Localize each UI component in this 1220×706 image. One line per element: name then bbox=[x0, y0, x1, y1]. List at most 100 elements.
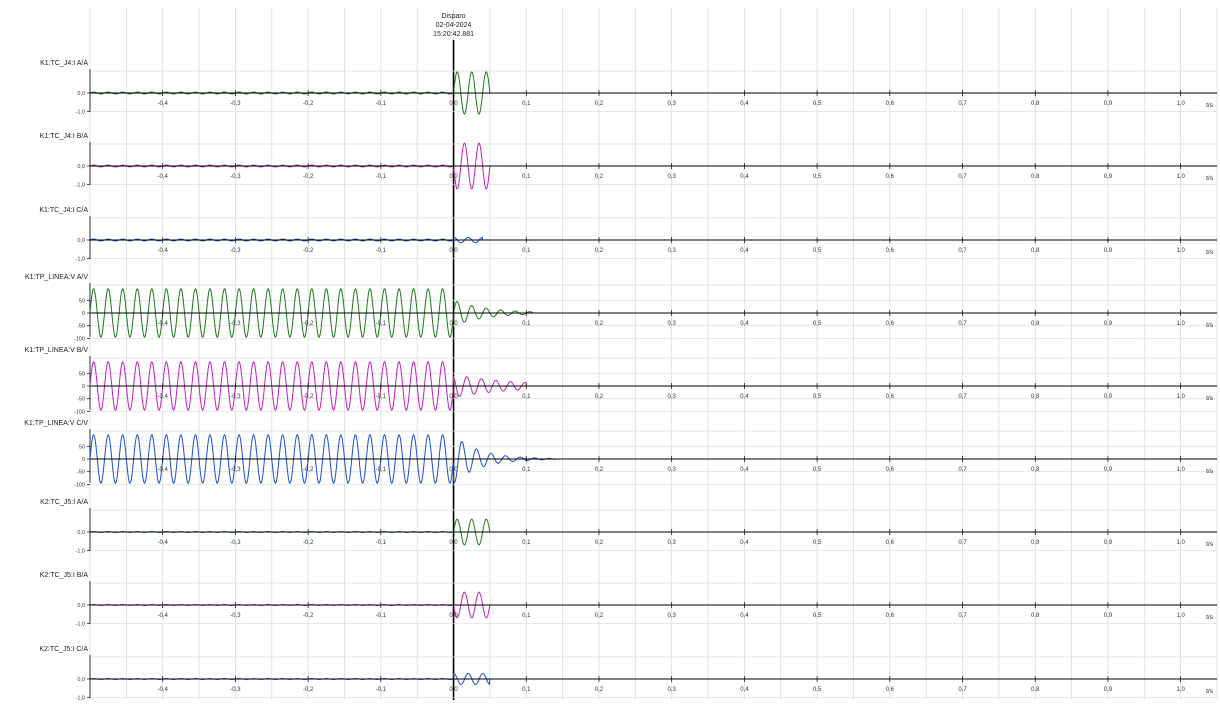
y-tick-label: -1,0 bbox=[76, 182, 85, 188]
channel-label: K2:TC_J5:I B/A bbox=[40, 572, 89, 579]
x-tick-label: -0,2 bbox=[303, 467, 314, 473]
x-tick-label: 0,5 bbox=[813, 321, 822, 327]
x-tick-label: 0,8 bbox=[1031, 613, 1040, 619]
x-tick-label: -0,3 bbox=[230, 101, 241, 107]
x-tick-label: 0,5 bbox=[813, 540, 822, 546]
x-tick-label: 0,9 bbox=[1104, 101, 1113, 107]
x-tick-label: 0,4 bbox=[740, 101, 749, 107]
x-tick-label: -0,1 bbox=[376, 321, 387, 327]
x-tick-label: 0,0 bbox=[449, 613, 458, 619]
x-tick-label: 0,9 bbox=[1104, 613, 1113, 619]
trigger-label: Disparo bbox=[441, 13, 465, 20]
x-tick-label: 0,1 bbox=[522, 467, 531, 473]
channel: K1:TP_LINEA:V B/V 50 0 -50 -100 -0,4 -0,3 -0,2 -… bbox=[25, 347, 1217, 415]
x-tick-label: 1,0 bbox=[1176, 174, 1185, 180]
x-tick-label: -0,2 bbox=[303, 174, 314, 180]
x-tick-label: -0,2 bbox=[303, 248, 314, 254]
x-tick-label: 0,7 bbox=[958, 248, 967, 254]
x-tick-label: 0,1 bbox=[522, 174, 531, 180]
x-tick-label: -0,2 bbox=[303, 101, 314, 107]
y-tick-label: 0,0 bbox=[77, 603, 85, 609]
x-tick-label: 0,4 bbox=[740, 467, 749, 473]
y-tick-label: 50 bbox=[79, 444, 85, 450]
x-tick-label: 0,5 bbox=[813, 101, 822, 107]
trigger-time: 15:20:42.881 bbox=[433, 31, 474, 38]
channel-label: K1:TC_J4:I C/A bbox=[39, 207, 88, 214]
x-tick-label: 0,6 bbox=[886, 540, 895, 546]
x-tick-label: 0,3 bbox=[668, 321, 677, 327]
y-tick-label: -1,0 bbox=[76, 109, 85, 115]
y-tick-label: -1,0 bbox=[76, 256, 85, 262]
x-tick-label: 0,5 bbox=[813, 174, 822, 180]
x-tick-label: 0,4 bbox=[740, 321, 749, 327]
x-tick-label: 0,9 bbox=[1104, 467, 1113, 473]
x-tick-label: -0,2 bbox=[303, 613, 314, 619]
x-tick-label: 0,3 bbox=[668, 467, 677, 473]
x-tick-label: -0,2 bbox=[303, 540, 314, 546]
y-tick-label: 0 bbox=[82, 457, 85, 463]
x-tick-label: 0,2 bbox=[595, 174, 604, 180]
y-tick-label: -50 bbox=[77, 397, 85, 403]
y-tick-label: 0,0 bbox=[77, 238, 85, 244]
channel: K1:TC_J4:I C/A 0,0 -1,0 -0,4 -0,3 -0,2 -0,1 0,0… bbox=[39, 207, 1217, 262]
x-tick-label: 0,3 bbox=[668, 248, 677, 254]
channel: K1:TP_LINEA:V A/V 50 0 -50 -100 -0,4 -0,3 -0,2 -… bbox=[25, 274, 1217, 342]
x-tick-label: -0,1 bbox=[376, 687, 387, 693]
x-tick-label: 0,2 bbox=[595, 248, 604, 254]
x-tick-label: 0,3 bbox=[668, 540, 677, 546]
y-tick-label: 0,0 bbox=[77, 164, 85, 170]
x-tick-label: -0,1 bbox=[376, 467, 387, 473]
x-tick-label: 0,0 bbox=[449, 101, 458, 107]
x-tick-label: 0,3 bbox=[668, 394, 677, 400]
x-tick-label: -0,3 bbox=[230, 687, 241, 693]
x-axis-label: t/s bbox=[1206, 541, 1214, 548]
x-tick-label: -0,3 bbox=[230, 540, 241, 546]
x-tick-label: 0,7 bbox=[958, 101, 967, 107]
x-tick-label: 0,7 bbox=[958, 394, 967, 400]
x-tick-label: -0,3 bbox=[230, 613, 241, 619]
x-tick-label: -0,1 bbox=[376, 101, 387, 107]
x-tick-label: 1,0 bbox=[1176, 321, 1185, 327]
x-tick-label: 0,7 bbox=[958, 174, 967, 180]
y-tick-label: 0 bbox=[82, 311, 85, 317]
channel: K2:TC_J5:I A/A 0,0 -1,0 -0,4 -0,3 -0,2 -0,1 0,0… bbox=[40, 499, 1217, 554]
x-tick-label: 0,4 bbox=[740, 174, 749, 180]
x-axis-label: t/s bbox=[1206, 468, 1214, 475]
channel: K2:TC_J5:I B/A 0,0 -1,0 -0,4 -0,3 -0,2 -0,1 0,0… bbox=[40, 572, 1217, 627]
channel-label: K2:TC_J5:I A/A bbox=[40, 499, 88, 506]
x-tick-label: -0,4 bbox=[158, 174, 169, 180]
x-tick-label: 0,8 bbox=[1031, 248, 1040, 254]
x-tick-label: 0,8 bbox=[1031, 394, 1040, 400]
x-tick-label: 0,2 bbox=[595, 394, 604, 400]
x-tick-label: 0,9 bbox=[1104, 321, 1113, 327]
x-tick-label: 0,1 bbox=[522, 248, 531, 254]
channels: K1:TC_J4:I A/A 0,0 -1,0 -0,4 -0,3 -0,2 -0,1 0,0… bbox=[24, 60, 1217, 701]
y-tick-label: -1,0 bbox=[76, 621, 85, 627]
x-tick-label: 0,7 bbox=[958, 613, 967, 619]
x-tick-label: 0,0 bbox=[449, 174, 458, 180]
y-tick-label: -1,0 bbox=[76, 548, 85, 554]
x-tick-label: 0,6 bbox=[886, 467, 895, 473]
x-tick-label: 0,8 bbox=[1031, 687, 1040, 693]
x-axis-label: t/s bbox=[1206, 249, 1214, 256]
x-tick-label: 0,7 bbox=[958, 687, 967, 693]
x-tick-label: 0,1 bbox=[522, 101, 531, 107]
x-tick-label: 0,4 bbox=[740, 248, 749, 254]
x-tick-label: 0,0 bbox=[449, 687, 458, 693]
x-tick-label: -0,3 bbox=[230, 394, 241, 400]
x-tick-label: 0,5 bbox=[813, 687, 822, 693]
trigger-date: 02-04-2024 bbox=[436, 22, 472, 29]
x-tick-label: 0,8 bbox=[1031, 174, 1040, 180]
x-tick-label: 0,6 bbox=[886, 174, 895, 180]
y-tick-label: -100 bbox=[74, 482, 85, 488]
channel: K1:TP_LINEA:V C/V 50 0 -50 -100 -0,4 -0,3 -0,2 -… bbox=[24, 420, 1217, 488]
x-tick-label: 0,2 bbox=[595, 101, 604, 107]
channel-label: K1:TP_LINEA:V A/V bbox=[25, 274, 88, 281]
x-tick-label: -0,1 bbox=[376, 174, 387, 180]
channel: K1:TC_J4:I A/A 0,0 -1,0 -0,4 -0,3 -0,2 -0,1 0,0… bbox=[40, 60, 1217, 115]
x-tick-label: 0,9 bbox=[1104, 687, 1113, 693]
x-axis-label: t/s bbox=[1206, 395, 1214, 402]
x-tick-label: 1,0 bbox=[1176, 613, 1185, 619]
channel-label: K1:TP_LINEA:V C/V bbox=[24, 420, 88, 427]
